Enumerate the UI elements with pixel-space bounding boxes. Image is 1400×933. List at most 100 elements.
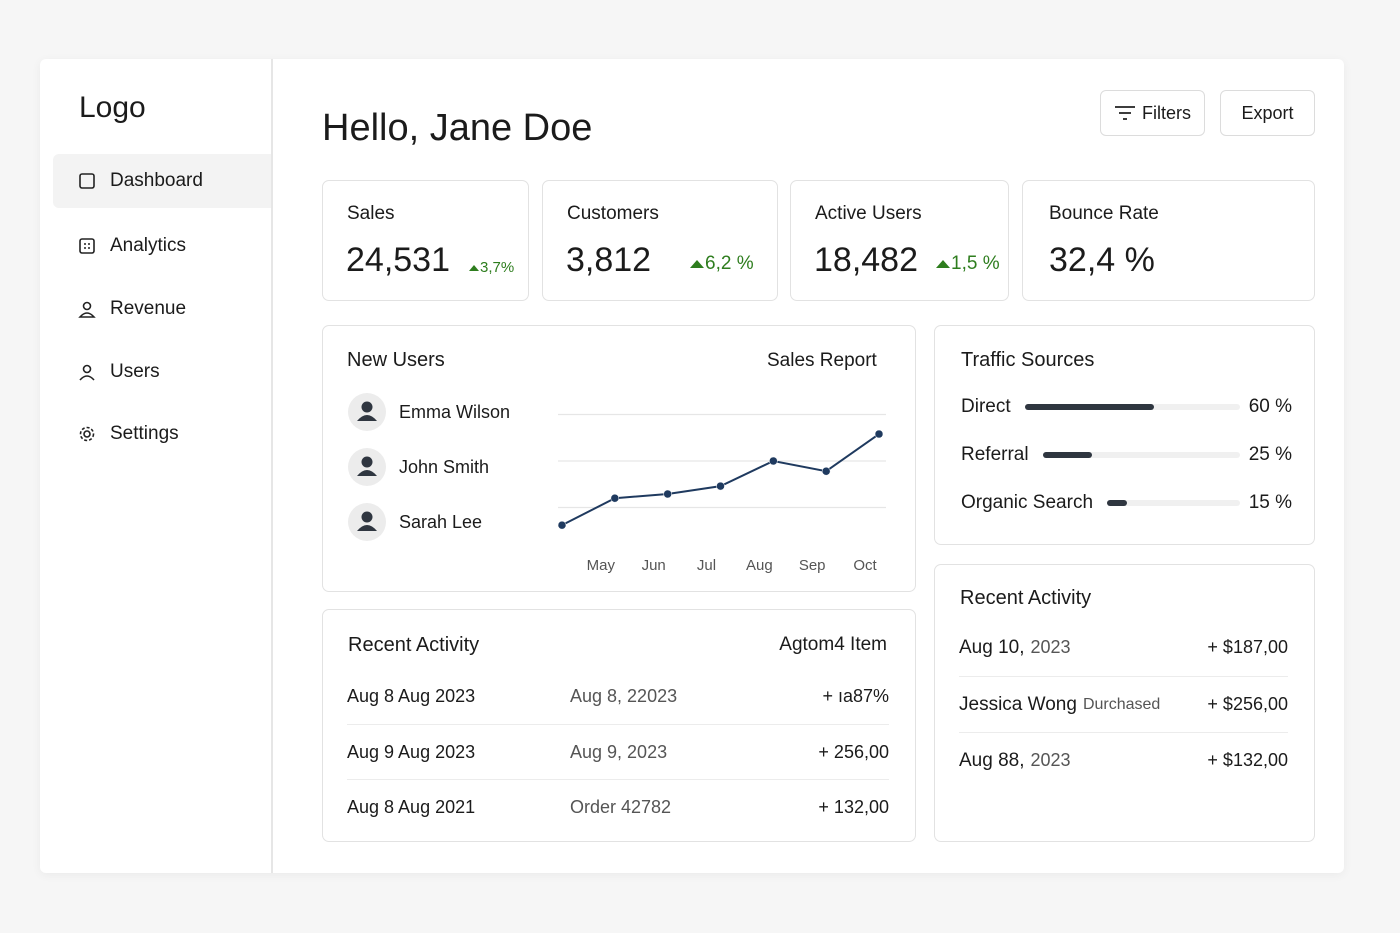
x-tick-label: Aug [746, 557, 773, 574]
stat-card: Active Users 18,482 1,5 % [790, 180, 1009, 301]
x-tick-label: Jun [642, 557, 666, 574]
column-header: Agtom4 Item [779, 634, 887, 655]
app-window: Logo Dashboard Analytics Revenue Users S… [40, 59, 1344, 873]
change-text: 3,7% [480, 259, 515, 276]
change-text: 6,2 % [705, 253, 754, 274]
nav-item[interactable]: Dashboard [53, 154, 271, 208]
avatar-head [361, 511, 373, 523]
source-name: Direct [961, 396, 1011, 417]
export-button[interactable]: Export [1220, 90, 1315, 136]
avatar-body [357, 525, 377, 531]
stat-change: 3,7% [468, 259, 514, 276]
avatar-head [361, 401, 373, 413]
logo: Logo [79, 91, 146, 124]
card-title: New Users [347, 349, 445, 371]
bar-track [1042, 452, 1240, 458]
activity-row: Aug 88, 2023 + $132,00 [959, 732, 1288, 788]
icon [1115, 106, 1135, 120]
bar-track [1107, 500, 1240, 506]
stat-value: 24,531 [346, 241, 450, 279]
activity-row: Jessica Wong Durchased + $256,00 [959, 676, 1288, 732]
cell: + ıa87% [822, 686, 889, 706]
point [821, 466, 831, 476]
user-name: Emma Wilson [399, 402, 511, 422]
line-chart: May Jun Jul Aug Sep Oct [557, 413, 886, 574]
stat-card: Bounce Rate 32,4 % [1022, 180, 1315, 301]
avatar [348, 393, 386, 431]
activity-row: Aug 10, 2023 + $187,00 [959, 620, 1288, 675]
x-tick-label: Sep [799, 557, 826, 574]
stat-value: 18,482 [814, 241, 918, 279]
activity-sub: 2023 [1030, 750, 1071, 770]
traffic-card: Traffic Sources Direct 60 % Referral 25 % Or… [934, 325, 1315, 545]
nav-label: Settings [110, 423, 179, 444]
cell: Aug 8 Aug 2023 [347, 686, 476, 706]
activity-sub: Durchased [1082, 695, 1161, 713]
card-title: Traffic Sources [961, 349, 1095, 371]
source-name: Organic Search [961, 492, 1094, 513]
avatar-body [357, 470, 377, 476]
sidebar: Logo Dashboard Analytics Revenue Users S… [40, 59, 273, 873]
cell: Aug 8 Aug 2021 [347, 797, 476, 817]
traffic-row: Referral 25 % [961, 444, 1292, 466]
nav-label: Dashboard [110, 170, 203, 191]
nav-label: Analytics [110, 235, 187, 256]
table-row: Aug 8 Aug 2021 Order 42782 + 132,00 [347, 779, 889, 835]
nav-item[interactable]: Revenue [53, 282, 271, 336]
icon [79, 173, 95, 189]
user-name: Sarah Lee [399, 512, 483, 532]
x-tick-label: May [587, 557, 616, 574]
bar [1042, 452, 1092, 458]
activity-amount: + $132,00 [1207, 750, 1288, 770]
arrow [469, 264, 479, 271]
icon [79, 364, 95, 381]
traffic-row: Direct 60 % [961, 396, 1292, 418]
change-text: 1,5 % [951, 253, 1000, 274]
nav-label: Revenue [110, 298, 187, 319]
bar-track [1024, 404, 1240, 410]
cell: + 132,00 [818, 797, 889, 817]
x-tick-label: Jul [697, 557, 716, 574]
card-title: Recent Activity [348, 634, 480, 656]
stat-card: Customers 3,812 6,2 % [542, 180, 778, 301]
stat-label: Customers [567, 203, 659, 224]
activity-amount: + $187,00 [1207, 637, 1288, 657]
traffic-row: Organic Search 15 % [961, 492, 1292, 514]
icon [79, 238, 95, 254]
avatar-body [357, 415, 377, 421]
line [561, 433, 880, 527]
stat-value: 32,4 % [1049, 241, 1155, 279]
activity-label: Jessica Wong [959, 693, 1077, 715]
table-row: Aug 8 Aug 2023 Aug 8, 22023 + ıa87% [347, 669, 889, 724]
chart-title: Sales Report [767, 350, 877, 371]
source-name: Referral [961, 444, 1029, 465]
x-tick-label: Oct [853, 557, 877, 574]
icon [79, 426, 95, 442]
user-name: John Smith [399, 457, 490, 477]
stat-label: Active Users [815, 203, 922, 224]
activity-label: Aug 88, [959, 749, 1025, 771]
bar [1107, 500, 1127, 506]
filters-button[interactable]: Filters [1100, 90, 1205, 136]
point [716, 481, 725, 491]
cell: Aug 8, 22023 [570, 686, 678, 706]
new-users-card: New Users Sales Report Emma Wilson John S… [322, 325, 916, 592]
activity-amount: + $256,00 [1207, 694, 1288, 714]
stat-change: 6,2 % [689, 253, 754, 275]
arrow [936, 260, 950, 268]
value-label: 60 % [1248, 396, 1292, 417]
avatar [348, 448, 386, 486]
point [769, 456, 778, 466]
nav-item[interactable]: Analytics [53, 219, 271, 273]
stat-value: 3,812 [566, 241, 652, 279]
stat-card: Sales 24,531 3,7% [322, 180, 529, 301]
nav-item[interactable]: Users [53, 345, 271, 399]
nav-label: Users [110, 361, 160, 382]
nav-item[interactable]: Settings [53, 407, 271, 461]
value-label: 15 % [1248, 492, 1292, 513]
stat-label: Sales [347, 203, 395, 224]
card-title: Recent Activity [960, 587, 1092, 609]
point [663, 489, 672, 499]
recent-activity-list: Recent Activity Aug 10, 2023 + $187,00 Jess… [934, 564, 1315, 842]
